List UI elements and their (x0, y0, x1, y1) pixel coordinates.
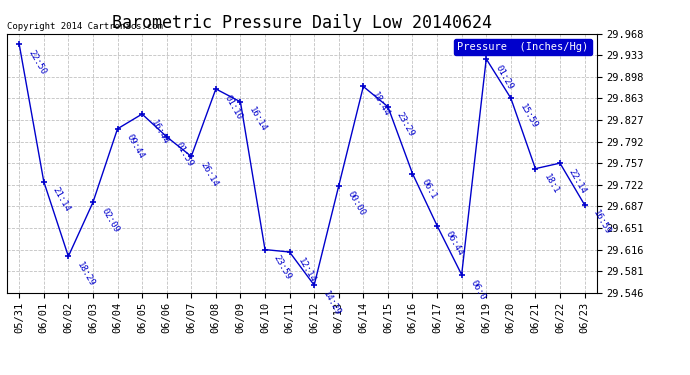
Text: 18:29: 18:29 (75, 261, 97, 288)
Text: 23:29: 23:29 (395, 111, 416, 139)
Text: 15:59: 15:59 (518, 102, 539, 130)
Text: 09:44: 09:44 (124, 133, 146, 161)
Text: 21:14: 21:14 (51, 186, 72, 213)
Text: Copyright 2014 Cartronics.com: Copyright 2014 Cartronics.com (7, 22, 163, 31)
Text: 14:29: 14:29 (321, 289, 342, 317)
Text: 02:09: 02:09 (100, 207, 121, 234)
Text: 23:59: 23:59 (272, 254, 293, 282)
Text: 18:1: 18:1 (542, 173, 561, 196)
Text: 06:1: 06:1 (420, 178, 438, 201)
Title: Barometric Pressure Daily Low 20140624: Barometric Pressure Daily Low 20140624 (112, 14, 492, 32)
Text: 22:14: 22:14 (567, 167, 588, 195)
Text: 22:50: 22:50 (26, 48, 48, 76)
Text: 00:00: 00:00 (346, 190, 367, 218)
Text: 16:59: 16:59 (591, 209, 613, 237)
Text: 01:29: 01:29 (493, 63, 515, 91)
Text: 12:14: 12:14 (297, 256, 318, 284)
Text: 26:14: 26:14 (198, 160, 219, 188)
Text: 16:44: 16:44 (149, 118, 170, 146)
Text: 16:14: 16:14 (248, 106, 268, 134)
Legend: Pressure  (Inches/Hg): Pressure (Inches/Hg) (454, 39, 591, 55)
Text: 06:0: 06:0 (469, 279, 487, 302)
Text: 01:59: 01:59 (174, 141, 195, 169)
Text: 18:44: 18:44 (371, 91, 391, 118)
Text: 06:44: 06:44 (444, 230, 465, 258)
Text: 01:10: 01:10 (223, 93, 244, 121)
